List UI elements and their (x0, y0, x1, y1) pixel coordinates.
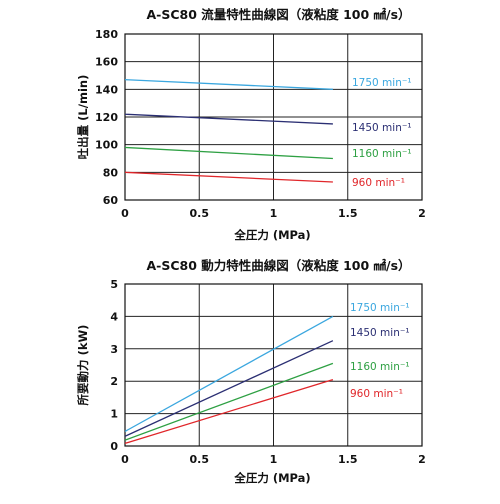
y-tick-label: 0 (110, 440, 118, 453)
y-tick-label: 140 (95, 83, 118, 96)
x-tick-label: 1 (270, 207, 278, 220)
y-tick-label: 3 (110, 343, 118, 356)
series-line (124, 378, 334, 445)
y-tick-label: 4 (110, 310, 118, 323)
legend-label: 1160 min⁻¹ (350, 361, 410, 373)
legend-label: 1450 min⁻¹ (350, 327, 410, 339)
x-tick-label: 0.5 (190, 207, 210, 220)
x-axis-label: 全圧力 (MPa) (233, 228, 310, 242)
x-tick-label: 0 (121, 207, 129, 220)
legend-label: 960 min⁻¹ (350, 388, 403, 400)
x-tick-label: 1 (270, 453, 278, 466)
legend-label: 1750 min⁻¹ (352, 77, 412, 89)
legend-label: 960 min⁻¹ (352, 177, 405, 189)
series-line (124, 146, 333, 160)
series-line (124, 315, 334, 432)
y-tick-label: 180 (95, 28, 118, 41)
legend-label: 1450 min⁻¹ (352, 122, 412, 134)
x-tick-label: 2 (418, 453, 426, 466)
series-line (124, 340, 334, 437)
y-tick-label: 2 (110, 375, 118, 388)
x-tick-label: 0 (121, 453, 129, 466)
series-line (124, 171, 333, 183)
plot-frame (124, 283, 423, 447)
y-tick-label: 60 (103, 194, 119, 207)
legend-label: 1160 min⁻¹ (352, 148, 412, 160)
chart-title: A-SC80 動力特性曲線図（液粘度 100 ㎟/s） (146, 258, 410, 273)
series-line (124, 79, 333, 90)
series-line (124, 113, 333, 125)
chart-2: A-SC80 動力特性曲線図（液粘度 100 ㎟/s） 0 0.5 1 1.5 2 0 1 2 3… (76, 258, 426, 485)
x-tick-label: 2 (418, 207, 426, 220)
y-tick-label: 5 (110, 278, 118, 291)
y-tick-label: 160 (95, 56, 118, 69)
x-tick-label: 1.5 (338, 453, 358, 466)
y-tick-label: 120 (95, 111, 118, 124)
y-tick-label: 100 (95, 139, 118, 152)
chart-1: A-SC80 流量特性曲線図（液粘度 100 ㎟/s） 0 0.5 1 1.5 2 60 80… (76, 7, 426, 242)
x-tick-label: 1.5 (338, 207, 358, 220)
legend-label: 1750 min⁻¹ (350, 302, 410, 314)
plot-frame (124, 33, 423, 201)
y-axis-label: 所要動力 (kW) (76, 325, 90, 406)
y-tick-label: 1 (110, 408, 118, 421)
x-axis-label: 全圧力 (MPa) (233, 471, 310, 485)
chart-title: A-SC80 流量特性曲線図（液粘度 100 ㎟/s） (146, 7, 410, 22)
series-line (124, 362, 334, 441)
y-axis-label: 吐出量 (L/min) (76, 75, 90, 160)
x-tick-label: 0.5 (190, 453, 210, 466)
y-tick-label: 80 (103, 166, 119, 179)
